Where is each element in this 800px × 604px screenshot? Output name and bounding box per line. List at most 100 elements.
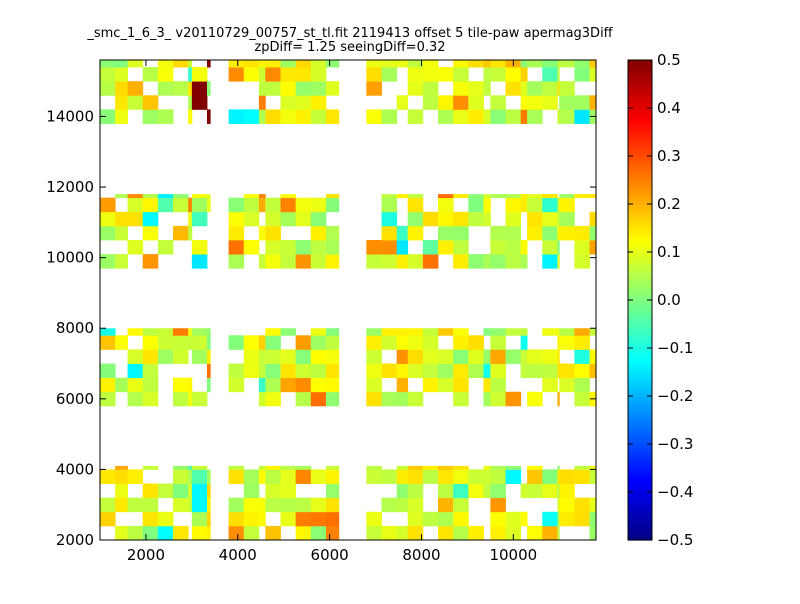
- heatmap-cell: [310, 67, 327, 82]
- heatmap-cell: [574, 349, 590, 364]
- heatmap-cell: [127, 95, 144, 110]
- heatmap-cell: [574, 328, 590, 336]
- heatmap-cell: [422, 377, 439, 393]
- heatmap-cell: [115, 95, 128, 110]
- heatmap-cell: [115, 525, 128, 541]
- heatmap-cell: [157, 240, 174, 255]
- heatmap-cell: [559, 377, 575, 393]
- heatmap-cell: [407, 197, 424, 213]
- heatmap-cell: [559, 194, 575, 199]
- heatmap-cell: [422, 67, 439, 82]
- heatmap-cell: [366, 363, 382, 379]
- heatmap-cell: [468, 109, 484, 124]
- x-tick-label: 4000: [219, 546, 257, 564]
- heatmap-cell: [191, 197, 208, 213]
- heatmap-cell: [265, 197, 281, 213]
- heatmap-cell: [157, 335, 174, 350]
- heatmap-cell: [381, 197, 398, 213]
- colorbar-segment: [628, 236, 652, 241]
- heatmap-cell: [280, 211, 297, 227]
- heatmap-cell: [589, 363, 597, 379]
- colorbar-segment: [628, 488, 652, 493]
- colorbar-segment: [628, 316, 652, 321]
- heatmap-cell: [265, 497, 281, 513]
- heatmap-cell: [559, 497, 575, 513]
- heatmap-cell: [310, 328, 327, 336]
- colorbar-segment: [628, 292, 652, 297]
- heatmap-cell: [453, 511, 469, 527]
- heatmap-cell: [295, 109, 312, 124]
- heatmap-cell: [557, 254, 560, 269]
- colorbar-segment: [628, 328, 652, 333]
- heatmap-cell: [589, 511, 597, 527]
- heatmap-cell: [265, 391, 281, 407]
- heatmap-cell: [396, 194, 409, 199]
- heatmap-cell: [265, 469, 281, 484]
- heatmap-cell: [483, 109, 491, 124]
- colorbar-segment: [628, 136, 652, 141]
- heatmap-cell: [173, 465, 189, 470]
- heatmap-cell: [191, 67, 208, 82]
- colorbar-segment: [628, 252, 652, 257]
- heatmap-cell: [396, 525, 409, 541]
- heatmap-cell: [280, 95, 297, 110]
- heatmap-cell: [142, 254, 159, 269]
- colorbar-segment: [628, 352, 652, 357]
- heatmap-cell: [258, 254, 266, 269]
- heatmap-cell: [258, 109, 266, 124]
- heatmap-cell: [243, 525, 260, 541]
- colorbar-tick-label: −0.4: [657, 483, 693, 501]
- colorbar-segment: [628, 132, 652, 137]
- heatmap-cell: [280, 349, 297, 364]
- heatmap-cell: [407, 349, 424, 364]
- heatmap-cell: [157, 60, 174, 68]
- heatmap-cell: [542, 511, 558, 527]
- heatmap-cell: [589, 225, 597, 241]
- heatmap-cell: [228, 335, 245, 350]
- heatmap-cell: [191, 349, 208, 364]
- heatmap-cell: [542, 469, 558, 484]
- heatmap-cell: [505, 525, 522, 541]
- heatmap-cell: [243, 67, 260, 82]
- heatmap-cell: [589, 497, 597, 513]
- heatmap-cell: [366, 377, 382, 393]
- colorbar-segment: [628, 388, 652, 393]
- heatmap-cell: [505, 254, 522, 269]
- heatmap-cell: [228, 197, 245, 213]
- colorbar-segment: [628, 332, 652, 337]
- heatmap-cell: [188, 469, 193, 484]
- heatmap-cell: [453, 225, 469, 241]
- heatmap-cell: [396, 349, 409, 364]
- heatmap-cell: [381, 60, 398, 68]
- colorbar-segment: [628, 312, 652, 317]
- heatmap-cell: [438, 469, 454, 484]
- heatmap-cell: [422, 465, 439, 470]
- heatmap-cell: [468, 211, 484, 227]
- heatmap-cell: [258, 349, 266, 364]
- colorbar-segment: [628, 160, 652, 165]
- heatmap-cell: [325, 225, 340, 241]
- heatmap-cell: [325, 254, 340, 269]
- heatmap-cell: [381, 194, 398, 199]
- heatmap-cell: [258, 60, 266, 68]
- colorbar-segment: [628, 244, 652, 249]
- heatmap-cell: [127, 197, 144, 213]
- heatmap-cell: [422, 211, 439, 227]
- heatmap-cell: [520, 60, 528, 68]
- heatmap-cell: [243, 240, 260, 255]
- heatmap-cell: [483, 254, 491, 269]
- heatmap-cell: [490, 465, 506, 470]
- heatmap-cell: [366, 391, 382, 407]
- colorbar-segment: [628, 384, 652, 389]
- heatmap-cell: [173, 335, 189, 350]
- heatmap-cell: [115, 469, 128, 484]
- colorbar-segment: [628, 112, 652, 117]
- heatmap-cell: [295, 335, 312, 350]
- heatmap-cell: [228, 525, 245, 541]
- heatmap-cell: [366, 525, 382, 541]
- heatmap-cell: [115, 60, 128, 68]
- heatmap-cell: [520, 349, 528, 364]
- heatmap-cell: [520, 197, 528, 213]
- heatmap-cell: [100, 497, 116, 513]
- colorbar-segment: [628, 372, 652, 377]
